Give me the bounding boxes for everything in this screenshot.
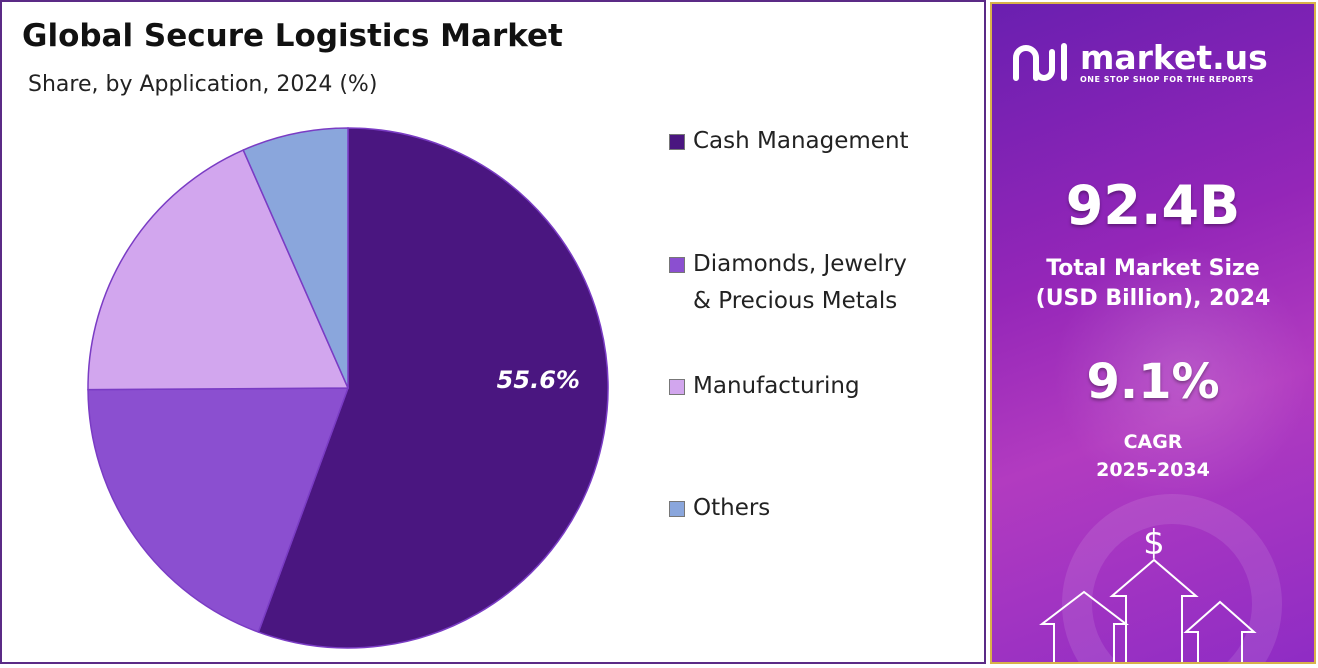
legend-label: Cash Management [693, 128, 909, 154]
pie-slice-cash-management [257, 127, 609, 649]
legend-swatch [669, 379, 685, 395]
market-size-value: 92.4B [1065, 174, 1241, 237]
legend-item-diamonds-jewelry: Diamonds, Jewelry & Precious Metals [669, 251, 907, 320]
brand-logo: market.us ONE STOP SHOP FOR THE REPORTS [1010, 40, 1268, 84]
legend-swatch [669, 501, 685, 517]
cagr-value: 9.1% [1086, 354, 1220, 410]
market-us-logo-icon [1013, 43, 1067, 81]
pie-data-label: 55.6% [497, 366, 580, 394]
legend-swatch [669, 257, 685, 273]
brand-name: market.us [1080, 37, 1268, 77]
legend-item-cash-management: Cash Management [669, 128, 909, 160]
pie-slice-manufacturing [87, 149, 350, 391]
market-summary-panel: $ market.us ONE STOP SHOP FOR THE REPORT… [990, 2, 1316, 664]
pie-slice-diamonds-jewelry-precious-metals [87, 387, 350, 634]
legend-swatch [669, 134, 685, 150]
dollar-sign-icon: $ [1143, 523, 1165, 563]
chart-subtitle: Share, by Application, 2024 (%) [28, 72, 378, 97]
brand-tagline: ONE STOP SHOP FOR THE REPORTS [1080, 74, 1254, 84]
cagr-label: CAGR 2025-2034 [1096, 431, 1210, 481]
market-size-label: Total Market Size (USD Billion), 2024 [1035, 256, 1271, 311]
legend-label: Manufacturing [693, 373, 860, 399]
legend-item-others: Others [669, 495, 770, 527]
pie-chart: 55.6% [87, 127, 609, 649]
chart-title: Global Secure Logistics Market [22, 18, 563, 54]
pie-slice-others [242, 127, 349, 389]
growth-arrows-icon: $ [1039, 494, 1282, 662]
legend-label: Others [693, 495, 771, 521]
chart-panel: Global Secure Logistics Market Share, by… [0, 0, 986, 664]
legend-label: Diamonds, Jewelry & Precious Metals [693, 251, 907, 314]
legend-item-manufacturing: Manufacturing [669, 373, 860, 405]
